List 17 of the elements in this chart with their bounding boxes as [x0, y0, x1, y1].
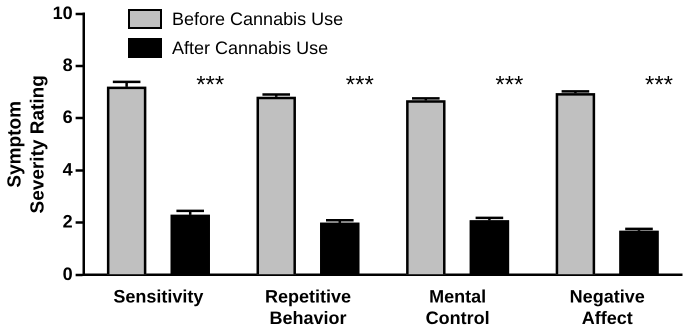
annotation: *** — [644, 71, 674, 98]
legend-label: After Cannabis Use — [172, 37, 328, 60]
x-tick-label: Negative Affect — [570, 286, 645, 328]
y-tick-label: 2 — [62, 212, 73, 232]
y-tick-label: 8 — [62, 54, 73, 75]
y-tick-label: 10 — [52, 2, 73, 23]
annotation: *** — [346, 71, 374, 98]
x-tick-label: Sensitivity — [113, 286, 204, 307]
y-axis-title: Symptom Severity Rating — [4, 75, 48, 214]
x-tick-label: Mental Control — [426, 286, 490, 328]
y-tick-label: 4 — [62, 159, 73, 180]
annotation: *** — [196, 71, 224, 98]
x-tick-label: Repetitive Behavior — [265, 286, 352, 328]
y-tick-label: 0 — [62, 264, 73, 284]
annotation: *** — [495, 71, 524, 98]
y-tick-label: 6 — [62, 107, 73, 128]
legend-label: Before Cannabis Use — [172, 8, 344, 31]
